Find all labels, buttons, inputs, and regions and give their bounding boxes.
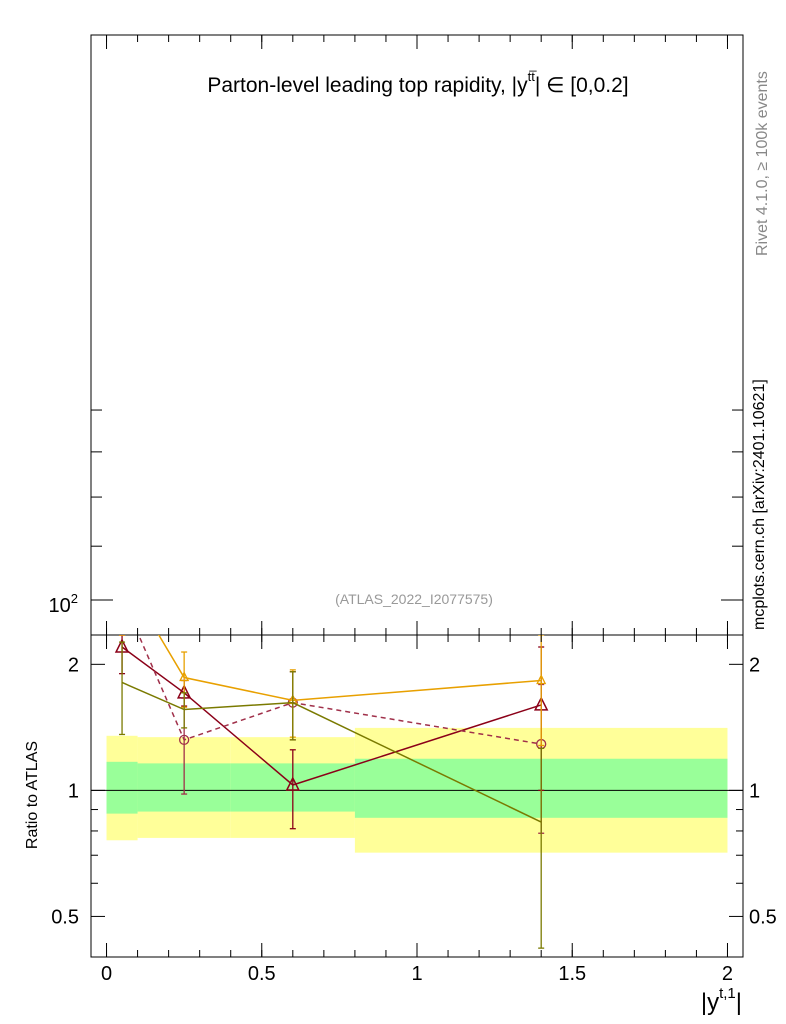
x-tick-label: 0 [101,963,112,985]
y-tick-label-right: 1 [749,780,760,802]
main-ytick-exponent: 2 [71,591,78,606]
series-line [137,635,542,745]
main-axis-ticks [91,35,743,635]
data-point-triangle [536,674,547,685]
series-line [157,635,542,702]
x-tick-label: 0.5 [248,963,276,985]
mcplots-reference-label: mcplots.cern.ch [arXiv:2401.10621] [751,379,768,630]
x-tick-label: 2 [722,963,733,985]
inner-band [106,761,138,814]
analysis-watermark: (ATLAS_2022_I2077575) [335,591,493,607]
data-point-circle [178,734,190,746]
main-panel-frame [90,34,744,636]
data-point-triangle [179,671,190,682]
x-tick-label: 1 [411,963,422,985]
y-tick-label-left: 2 [68,654,79,676]
y-tick-label-right: 0.5 [749,906,777,928]
ratio-axis-ticks: 0 0.5 1 1.5 2 0.5 0.5 1 1 2 2 [51,635,777,985]
x-axis-label-superscript: t,1 [719,985,736,1002]
chart-title-superscript: tt̅ [528,69,537,84]
chart-title: Parton-level leading top rapidity, |ytt̅… [207,69,628,97]
x-axis-label-tail: | [736,989,742,1016]
data-point-triangle [285,776,301,791]
series-line [121,646,542,786]
x-axis-label: |yt,1| [701,985,742,1016]
data-point-circle [118,592,127,601]
series-clip-group [114,568,549,949]
y-tick-label-left: 1 [68,780,79,802]
data-point-triangle [118,568,126,576]
ratio-series-group [114,568,549,949]
main-ytick-label: 102 [49,591,78,617]
rivet-version-label: Rivet 4.1.0, ≥ 100k events [754,71,771,256]
y-axis-label: Ratio to ATLAS [24,741,41,849]
x-tick-label: 1.5 [558,963,586,985]
y-tick-label-right: 2 [749,654,760,676]
series-line [121,681,542,823]
chart-title-tail: | ∈ [0,0.2] [535,74,629,97]
y-tick-label-left: 0.5 [51,906,79,928]
